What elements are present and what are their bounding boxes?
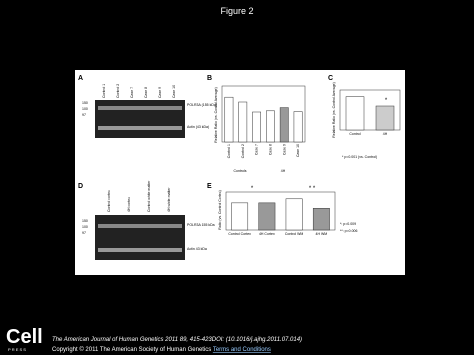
band [98, 126, 182, 130]
lane-label: Control white matter [147, 180, 151, 212]
bar [258, 202, 276, 231]
band-label: Actin (43 kDa) [187, 125, 209, 129]
x-tick-label: Control WM [285, 232, 304, 236]
x-tick-label: 4H [383, 132, 388, 136]
significance: * [385, 98, 388, 104]
x-tick-label: Control 2 [241, 144, 245, 158]
lane-label: Case 7 [130, 87, 134, 98]
x-tick-label: Control [349, 132, 361, 136]
copyright-text: Copyright © 2011 The American Society of… [52, 346, 211, 353]
y-axis-label: Ratio (vs. Control Cortex) [218, 190, 222, 229]
x-tick-label: Case 7 [255, 144, 259, 155]
lane-label: Control cortex [107, 190, 111, 212]
panel-label: D [78, 183, 83, 190]
bar [312, 208, 330, 231]
bar [279, 107, 289, 143]
band-label: POLR3A (155 kDa) [187, 103, 217, 107]
plot-frame [339, 89, 401, 131]
bar [375, 105, 395, 131]
significance: * [251, 186, 254, 192]
y-axis-label: Relative Ratio (vs. Control Average) [214, 87, 218, 143]
lane-label: Control 2 [116, 84, 120, 98]
lane-label: Case 8 [144, 87, 148, 98]
x-tick-label: Control 1 [227, 144, 231, 158]
y-axis-label: Relative Ratio (vs. Control Average) [332, 82, 336, 138]
bar [252, 111, 261, 143]
logo: Cell [6, 326, 43, 348]
ladder: 97 [82, 113, 86, 117]
band [98, 106, 182, 110]
x-tick-label: Case 9 [282, 144, 286, 155]
ladder: 97 [82, 231, 86, 235]
figure-title: Figure 2 [220, 6, 253, 16]
citation: The American Journal of Human Genetics 2… [52, 337, 302, 343]
band [98, 248, 182, 252]
bar [345, 96, 365, 131]
group-label: 4H [281, 169, 286, 173]
note: * p=0.001 (vs. Control) [342, 155, 377, 159]
copyright: Copyright © 2011 The American Society of… [52, 346, 271, 353]
band-label: Actin 43 kDa [187, 247, 207, 251]
lane-label: Case 10 [172, 85, 176, 98]
x-tick-label: Case 10 [296, 144, 300, 157]
band-label: POLR3A 155 kDa [187, 223, 215, 227]
plot-frame [221, 85, 306, 143]
note: **: p=0.006 [340, 229, 357, 233]
lane-label: 4H cortex [127, 197, 131, 212]
blot [95, 215, 185, 260]
terms-link[interactable]: Terms and Conditions [213, 347, 271, 353]
significance: * * [309, 186, 316, 192]
group-label: Controls [233, 169, 246, 173]
ladder: 150 [82, 101, 88, 105]
x-tick-label: Control Cortex [228, 232, 251, 236]
panel-label: B [207, 75, 212, 82]
bar [266, 110, 275, 143]
x-tick-label: 4H Cortex [259, 232, 275, 236]
plot-frame [225, 191, 336, 231]
ladder: 100 [82, 225, 88, 229]
bar [231, 202, 249, 231]
logo-sub: P R E S S [8, 347, 26, 352]
x-tick-label: Case 8 [268, 144, 272, 155]
panel-label: E [207, 183, 212, 190]
bar [285, 198, 303, 231]
lane-label: Control 1 [102, 84, 106, 98]
panel-label: C [328, 75, 333, 82]
x-tick-label: 4H WM [316, 232, 328, 236]
blot [95, 100, 185, 138]
ladder: 100 [82, 107, 88, 111]
bar [224, 96, 234, 143]
panel-label: A [78, 75, 83, 82]
bar [238, 101, 248, 143]
lane-label: Case 9 [158, 87, 162, 98]
bar [293, 111, 303, 143]
band [98, 224, 182, 228]
ladder: 150 [82, 219, 88, 223]
lane-label: 4H white matter [167, 187, 171, 212]
note: *: p=0.009 [340, 222, 356, 226]
